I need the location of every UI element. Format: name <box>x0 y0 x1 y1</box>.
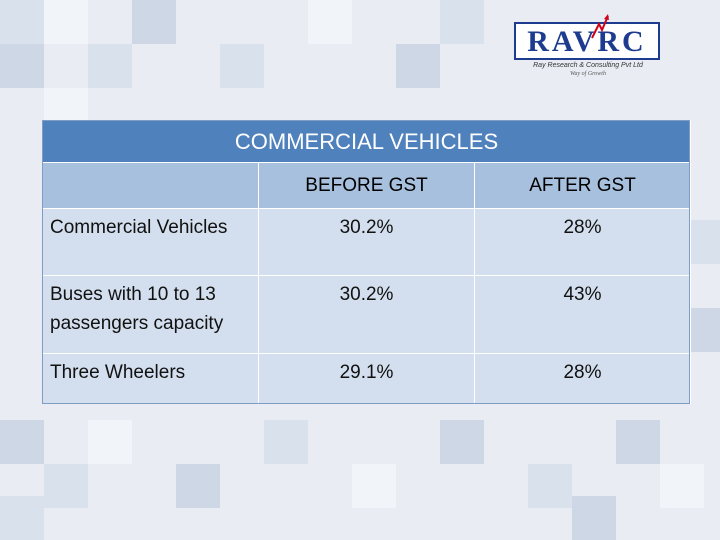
before-gst-value: 30.2% <box>258 208 475 276</box>
after-gst-value: 43% <box>473 275 692 354</box>
growth-arrow-icon <box>591 14 609 39</box>
row-label: Commercial Vehicles <box>42 208 259 276</box>
header-empty <box>42 162 259 209</box>
logo-subtitle: Ray Research & Consulting Pvt Ltd <box>533 62 643 69</box>
table-title-row: COMMERCIAL VEHICLES <box>41 120 692 163</box>
after-gst-value: 28% <box>473 208 692 276</box>
table-row: Buses with 10 to 13 passengers capacity … <box>42 275 692 354</box>
table-title: COMMERCIAL VEHICLES <box>41 120 692 163</box>
header-before-gst: BEFORE GST <box>258 162 475 209</box>
after-gst-value: 28% <box>473 353 692 404</box>
logo-brand: RAVRC <box>527 25 647 58</box>
table-row: Three Wheelers 29.1% 28% <box>42 353 692 404</box>
table-row: Commercial Vehicles 30.2% 28% <box>42 208 692 276</box>
gst-rates-table: COMMERCIAL VEHICLES BEFORE GST AFTER GST… <box>41 120 692 404</box>
table-header-row: BEFORE GST AFTER GST <box>42 162 692 209</box>
row-label: Buses with 10 to 13 passengers capacity <box>42 275 259 354</box>
company-logo: RAVRC Ray Research & Consulting Pvt Ltd … <box>508 14 664 82</box>
logo-box: RAVRC <box>514 22 660 60</box>
logo-tagline: Way of Growth <box>570 71 606 77</box>
header-after-gst: AFTER GST <box>473 162 692 209</box>
before-gst-value: 29.1% <box>258 353 475 404</box>
before-gst-value: 30.2% <box>258 275 475 354</box>
row-label: Three Wheelers <box>42 353 259 404</box>
